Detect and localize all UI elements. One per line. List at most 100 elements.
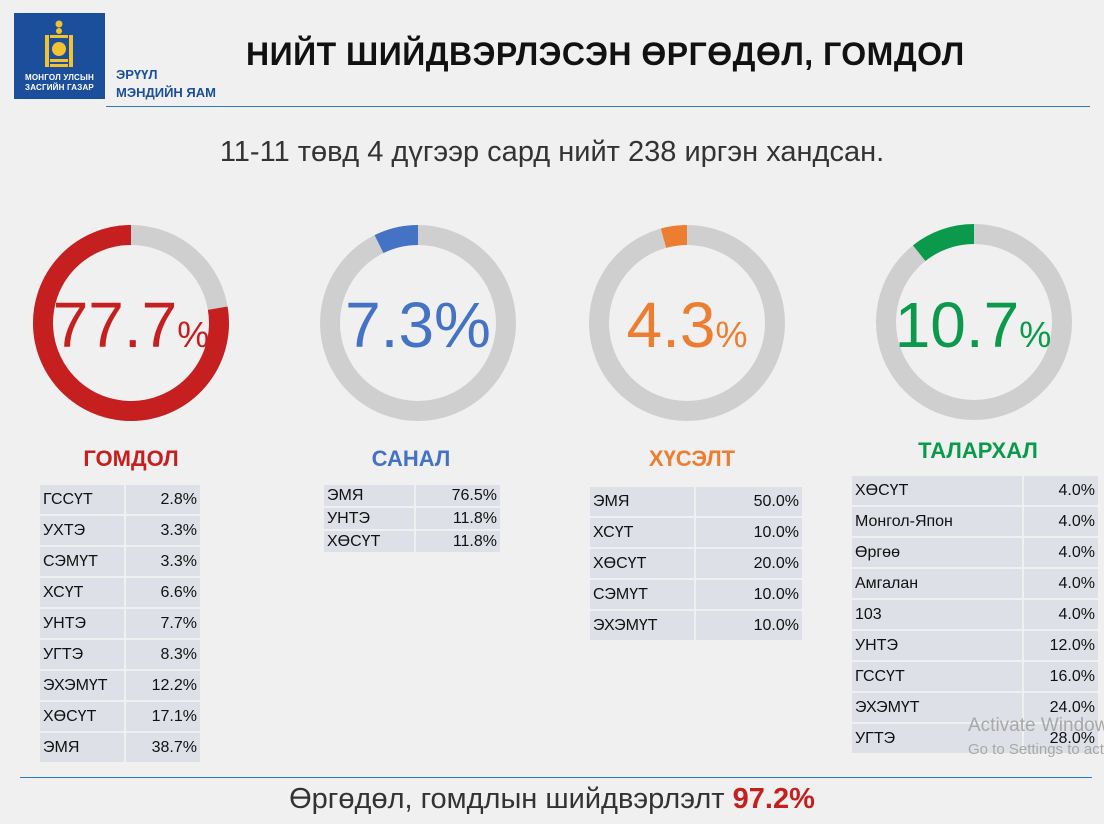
table-sanal: ЭМЯ 76.5% УНТЭ 11.8% ХӨСҮТ 11.8%: [322, 483, 502, 554]
footer-highlight: 97.2%: [732, 783, 815, 815]
table-row: УГТЭ 28.0%: [852, 724, 1098, 753]
table-row: Амгалан 4.0%: [852, 569, 1098, 598]
row-value: 76.5%: [416, 485, 500, 506]
table-row: ГССҮТ 16.0%: [852, 662, 1098, 691]
row-value: 11.8%: [416, 508, 500, 529]
donut-arc-khuselt: [660, 225, 688, 248]
percent-value-sanal: 7.3%: [345, 289, 491, 361]
row-value: 3.3%: [126, 516, 200, 545]
row-value: 2.8%: [126, 485, 200, 514]
row-label: ХСҮТ: [590, 518, 694, 547]
table-row: ХӨСҮТ 17.1%: [40, 702, 200, 731]
row-label: УГТЭ: [852, 724, 1022, 753]
footer-summary: Өргөдөл, гомдлын шийдвэрлэлт 97.2%: [0, 783, 1104, 816]
percent-value-talarkhal: 10.7: [894, 289, 1020, 361]
row-label: Монгол-Япон: [852, 507, 1022, 536]
percent-label-gomdol: 77.7%: [31, 288, 231, 362]
row-label: ХӨСҮТ: [590, 549, 694, 578]
percent-label-talarkhal: 10.7%: [873, 288, 1073, 362]
table-row: ЭМЯ 76.5%: [324, 485, 500, 506]
header-divider: [106, 106, 1090, 107]
activation-watermark: Activate Windows Go to Settings to activ…: [968, 714, 1104, 762]
row-value: 10.0%: [696, 580, 802, 609]
table-row: ЭМЯ 38.7%: [40, 733, 200, 762]
row-label: УХТЭ: [40, 516, 124, 545]
table-row: ХӨСҮТ 11.8%: [324, 531, 500, 552]
row-label: УНТЭ: [40, 609, 124, 638]
row-value: 20.0%: [696, 549, 802, 578]
table-row: УНТЭ 7.7%: [40, 609, 200, 638]
logo-text-line2: ЗАСГИЙН ГАЗАР: [25, 83, 94, 92]
row-value: 17.1%: [126, 702, 200, 731]
ministry-line2: МЭНДИЙН ЯАМ: [116, 85, 216, 100]
ministry-name: ЭРҮҮЛ МЭНДИЙН ЯАМ: [116, 66, 216, 102]
row-value: 12.2%: [126, 671, 200, 700]
government-logo: МОНГОЛ УЛСЫН ЗАСГИЙН ГАЗАР: [14, 13, 105, 99]
watermark-line1: Activate Windows: [968, 715, 1104, 736]
watermark-line2: Go to Settings to activate Windows.: [968, 741, 1104, 758]
table-row: СЭМҮТ 3.3%: [40, 547, 200, 576]
row-label: УНТЭ: [324, 508, 414, 529]
row-label: ЭМЯ: [324, 485, 414, 506]
row-label: ЭХЭМҮТ: [590, 611, 694, 640]
row-value: 28.0%: [1024, 724, 1098, 753]
row-value: 4.0%: [1024, 476, 1098, 505]
footer-divider: [20, 777, 1092, 778]
table-row: ЭХЭМҮТ 12.2%: [40, 671, 200, 700]
table-gomdol: ГССҮТ 2.8% УХТЭ 3.3% СЭМҮТ 3.3% ХСҮТ 6.6% УНТЭ 7.…: [38, 483, 202, 764]
row-value: 11.8%: [416, 531, 500, 552]
row-label: УГТЭ: [40, 640, 124, 669]
table-row: УХТЭ 3.3%: [40, 516, 200, 545]
row-value: 8.3%: [126, 640, 200, 669]
table-row: СЭМҮТ 10.0%: [590, 580, 802, 609]
footer-text: Өргөдөл, гомдлын шийдвэрлэлт: [289, 783, 733, 815]
soyombo-emblem-icon: [45, 20, 73, 67]
row-value: 6.6%: [126, 578, 200, 607]
row-value: 16.0%: [1024, 662, 1098, 691]
table-row: ЭМЯ 50.0%: [590, 487, 802, 516]
table-row: ГССҮТ 2.8%: [40, 485, 200, 514]
table-row: УНТЭ 12.0%: [852, 631, 1098, 660]
table-row: ХӨСҮТ 4.0%: [852, 476, 1098, 505]
percent-value-khuselt: 4.3: [626, 289, 716, 361]
row-value: 24.0%: [1024, 693, 1098, 722]
row-value: 7.7%: [126, 609, 200, 638]
row-value: 4.0%: [1024, 507, 1098, 536]
percent-sign-gomdol: %: [177, 314, 210, 355]
row-label: ХӨСҮТ: [40, 702, 124, 731]
table-row: УГТЭ 8.3%: [40, 640, 200, 669]
table-row: 103 4.0%: [852, 600, 1098, 629]
table-khuselt: ЭМЯ 50.0% ХСҮТ 10.0% ХӨСҮТ 20.0% СЭМҮТ 10.0% ЭХЭ…: [588, 485, 804, 642]
row-value: 38.7%: [126, 733, 200, 762]
row-value: 3.3%: [126, 547, 200, 576]
row-value: 10.0%: [696, 611, 802, 640]
donut-arc-gomdol: [33, 225, 229, 421]
row-label: ЭМЯ: [40, 733, 124, 762]
table-row: ЭХЭМҮТ 24.0%: [852, 693, 1098, 722]
row-label: ЭХЭМҮТ: [852, 693, 1022, 722]
subtitle: 11-11 төвд 4 дүгээр сард нийт 238 иргэн …: [219, 136, 885, 168]
percent-label-khuselt: 4.3%: [587, 288, 787, 362]
logo-text-line1: МОНГОЛ УЛСЫН: [24, 73, 95, 82]
row-label: СЭМҮТ: [590, 580, 694, 609]
table-row: ХСҮТ 6.6%: [40, 578, 200, 607]
row-label: ХСҮТ: [40, 578, 124, 607]
row-value: 50.0%: [696, 487, 802, 516]
table-row: ХӨСҮТ 20.0%: [590, 549, 802, 578]
donut-arc-sanal: [374, 225, 419, 254]
row-label: Амгалан: [852, 569, 1022, 598]
ministry-line1: ЭРҮҮЛ: [116, 67, 158, 82]
row-value: 4.0%: [1024, 538, 1098, 567]
row-value: 10.0%: [696, 518, 802, 547]
row-label: 103: [852, 600, 1022, 629]
percent-value-gomdol: 77.7: [52, 289, 178, 361]
category-title-sanal: САНАЛ: [371, 446, 451, 471]
table-row: Өргөө 4.0%: [852, 538, 1098, 567]
row-value: 4.0%: [1024, 600, 1098, 629]
row-label: УНТЭ: [852, 631, 1022, 660]
row-label: ХӨСҮТ: [852, 476, 1022, 505]
table-row: Монгол-Япон 4.0%: [852, 507, 1098, 536]
row-label: Өргөө: [852, 538, 1022, 567]
row-label: ГССҮТ: [40, 485, 124, 514]
